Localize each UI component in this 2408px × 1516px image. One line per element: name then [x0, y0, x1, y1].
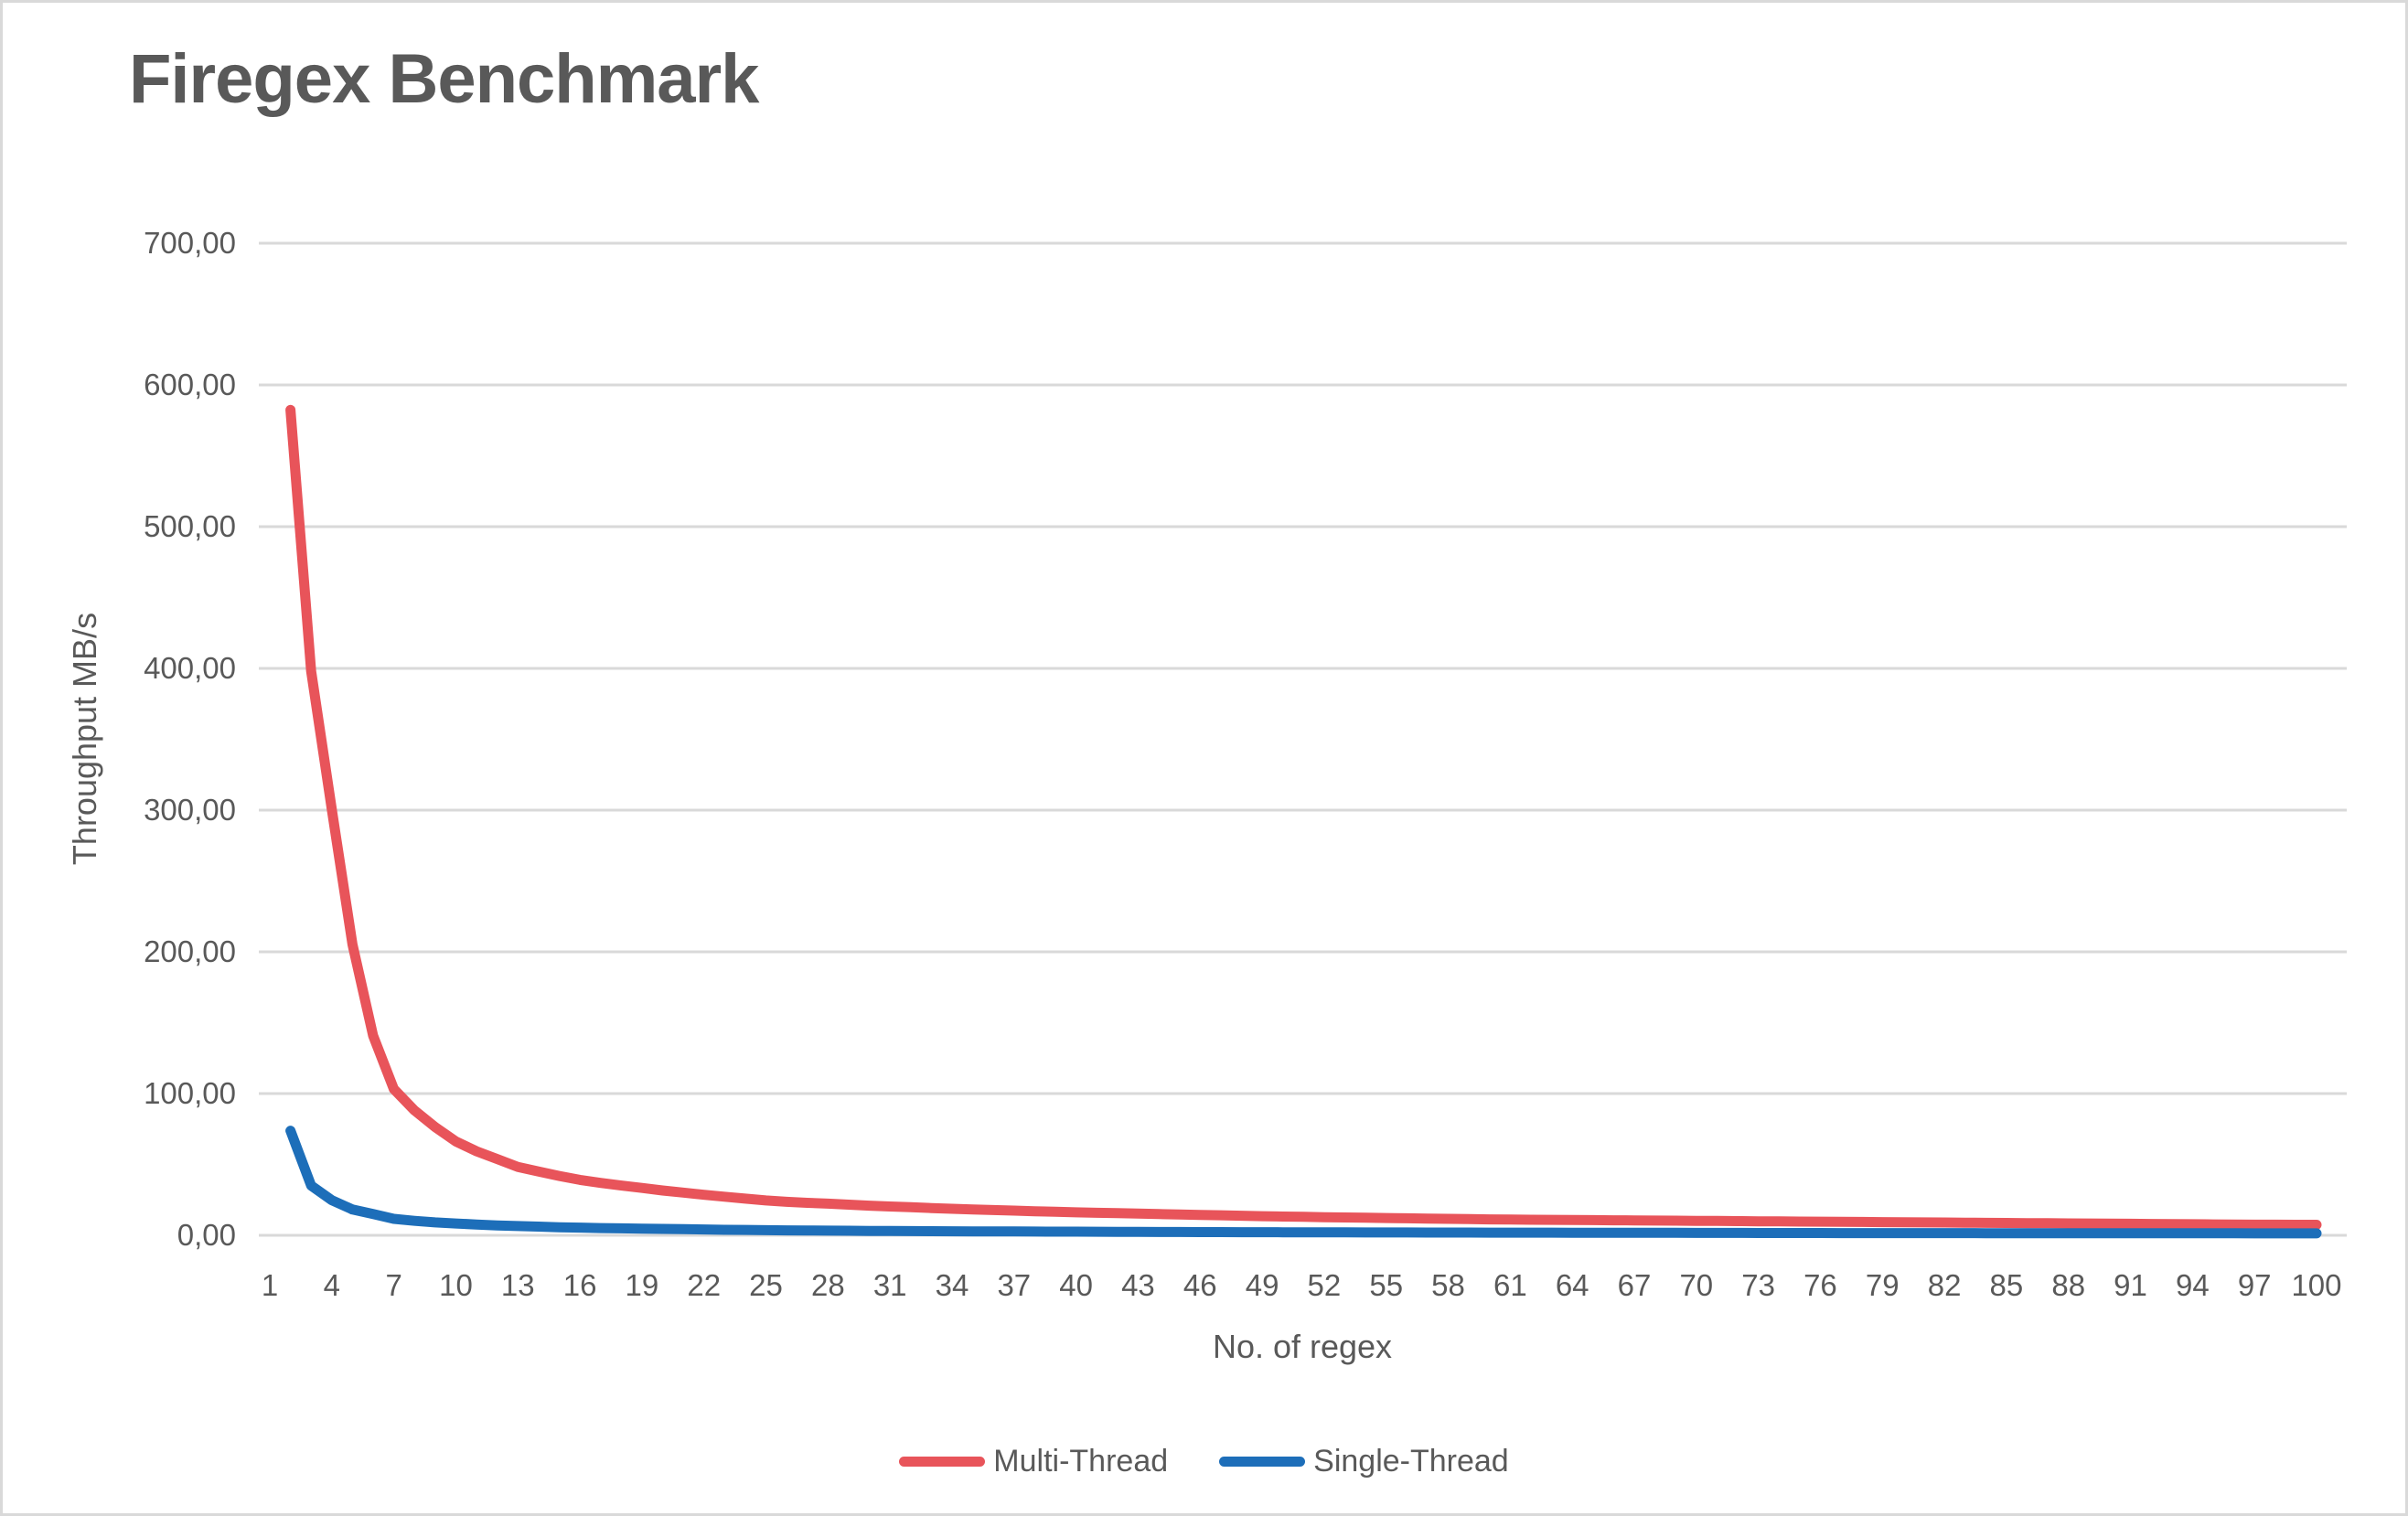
- x-tick-label: 10: [439, 1268, 473, 1302]
- x-tick-label: 52: [1307, 1268, 1342, 1302]
- x-tick-label: 40: [1059, 1268, 1093, 1302]
- x-tick-label: 73: [1741, 1268, 1775, 1302]
- y-tick-label: 700,00: [144, 226, 236, 260]
- legend-label: Multi-Thread: [993, 1444, 1169, 1479]
- legend-line-swatch: [899, 1457, 986, 1467]
- y-tick-label: 600,00: [144, 368, 236, 401]
- x-tick-label: 70: [1679, 1268, 1714, 1302]
- x-tick-label: 34: [935, 1268, 969, 1302]
- legend: Multi-Thread Single-Thread: [3, 1444, 2405, 1479]
- x-tick-label: 1: [261, 1268, 279, 1302]
- y-tick-label: 0,00: [177, 1218, 236, 1252]
- x-tick-label: 43: [1121, 1268, 1155, 1302]
- x-tick-label: 58: [1431, 1268, 1465, 1302]
- y-tick-label: 500,00: [144, 509, 236, 543]
- x-tick-label: 46: [1183, 1268, 1217, 1302]
- chart-title: Firegex Benchmark: [129, 40, 759, 118]
- x-tick-label: 85: [1989, 1268, 2024, 1302]
- x-tick-label: 76: [1803, 1268, 1837, 1302]
- x-tick-label: 19: [625, 1268, 659, 1302]
- x-tick-label: 55: [1369, 1268, 1404, 1302]
- x-tick-label: 94: [2175, 1268, 2210, 1302]
- x-tick-label: 82: [1927, 1268, 1962, 1302]
- x-tick-label: 91: [2114, 1268, 2147, 1302]
- legend-label: Single-Thread: [1313, 1444, 1509, 1479]
- x-axis-title: No. of regex: [1212, 1328, 1393, 1365]
- y-tick-label: 300,00: [144, 793, 236, 827]
- x-tick-label: 13: [500, 1268, 535, 1302]
- x-tick-label: 61: [1493, 1268, 1527, 1302]
- y-tick-label: 400,00: [144, 651, 236, 685]
- x-tick-label: 67: [1617, 1268, 1652, 1302]
- series-line-single-thread: [285, 1126, 2322, 1239]
- y-tick-label: 200,00: [144, 934, 236, 968]
- x-tick-label: 16: [562, 1268, 597, 1302]
- x-tick-label: 7: [385, 1268, 402, 1302]
- x-tick-label: 25: [749, 1268, 783, 1302]
- legend-line-swatch: [1219, 1457, 1306, 1467]
- x-tick-label: 22: [687, 1268, 722, 1302]
- x-tick-label: 37: [997, 1268, 1032, 1302]
- x-tick-label: 100: [2291, 1268, 2342, 1302]
- x-tick-label: 79: [1865, 1268, 1900, 1302]
- x-tick-label: 64: [1555, 1268, 1589, 1302]
- legend-item-multi-thread: Multi-Thread: [899, 1444, 1168, 1479]
- x-tick-label: 97: [2237, 1268, 2272, 1302]
- x-tick-label: 88: [2051, 1268, 2086, 1302]
- x-tick-label: 28: [811, 1268, 845, 1302]
- series-line-multi-thread: [285, 404, 2322, 1230]
- plot-area: [259, 241, 2347, 1239]
- x-tick-label: 31: [872, 1268, 907, 1302]
- x-tick-label: 4: [323, 1268, 340, 1302]
- legend-item-single-thread: Single-Thread: [1219, 1444, 1509, 1479]
- y-tick-label: 100,00: [144, 1076, 236, 1110]
- x-tick-label: 49: [1245, 1268, 1279, 1302]
- y-axis-title: Throughput MB/s: [66, 612, 103, 866]
